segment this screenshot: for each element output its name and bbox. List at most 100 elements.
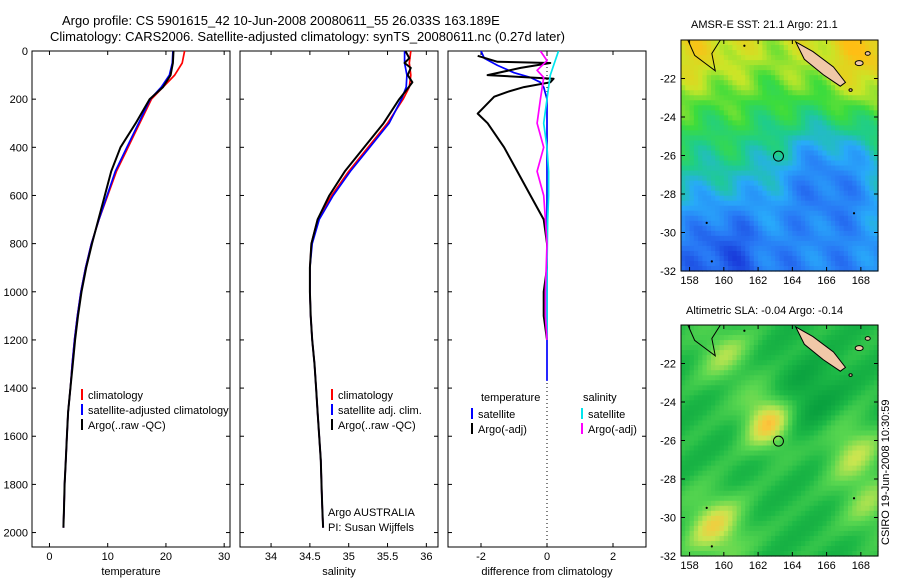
map-cell (710, 515, 716, 522)
map-cell (770, 55, 776, 61)
map-cell (736, 355, 742, 361)
map-cell (710, 535, 716, 542)
map-cell (792, 140, 798, 147)
map-cell (758, 385, 763, 391)
map-cell (805, 220, 811, 227)
map-cell (848, 215, 853, 222)
argo-float-marker (772, 435, 784, 447)
map-cell (736, 510, 742, 517)
map-cell (745, 200, 751, 207)
map-cell (869, 240, 875, 247)
map-cell (698, 255, 704, 262)
map-cell (860, 55, 866, 61)
x-tick-label: -2 (476, 551, 486, 563)
map-cell (835, 95, 841, 101)
map-cell (822, 475, 828, 482)
map-cell (706, 175, 712, 182)
map-cell (702, 420, 708, 427)
map-cell (719, 45, 725, 51)
map-cell (693, 500, 699, 507)
map-cell (792, 165, 798, 172)
map-cell (805, 175, 811, 182)
map-cell (800, 150, 806, 157)
map-cell (681, 435, 686, 442)
map-cell (758, 360, 763, 366)
map-cell (775, 425, 781, 432)
map-cell (869, 505, 875, 512)
map-cell (873, 215, 879, 222)
map-cell (770, 390, 776, 396)
map-cell (809, 165, 815, 172)
map-cell (728, 355, 733, 361)
map-cell (710, 135, 716, 142)
map-cell (758, 345, 763, 351)
map-cell (719, 210, 725, 217)
map-cell (745, 390, 751, 396)
map-cell (740, 110, 746, 116)
map-cell (788, 520, 793, 527)
map-cell (805, 490, 811, 497)
map-cell (775, 40, 781, 46)
map-cell (685, 460, 691, 467)
map-cell (702, 50, 708, 56)
map-cell (728, 345, 733, 351)
map-cell (749, 495, 755, 502)
map-cell (852, 240, 858, 247)
map-cell (715, 480, 721, 487)
map-cell (856, 155, 862, 162)
map-cell (848, 55, 853, 61)
map-cell (839, 410, 845, 416)
map-cell (736, 140, 742, 147)
map-cell (740, 245, 746, 252)
map-cell (685, 155, 691, 162)
map-cell (779, 515, 785, 522)
map-cell (848, 490, 853, 497)
map-cell (710, 75, 716, 81)
map-cell (830, 385, 836, 391)
map-cell (719, 515, 725, 522)
map-cell (860, 200, 866, 207)
map-cell (753, 235, 759, 242)
map-cell (865, 330, 871, 336)
map-cell (779, 220, 785, 227)
map-cell (869, 45, 875, 51)
map-cell (758, 525, 763, 532)
map-cell (818, 265, 823, 272)
map-cell (852, 75, 858, 81)
map-cell (873, 250, 879, 257)
map-cell (818, 490, 823, 497)
map-cell (681, 495, 686, 502)
map-cell (693, 455, 699, 462)
map-cell (800, 370, 806, 376)
map-cell (843, 395, 849, 401)
map-cell (693, 95, 699, 101)
map-cell (775, 215, 781, 222)
map-cell (706, 140, 712, 147)
map-cell (762, 105, 768, 111)
map-cell (852, 155, 858, 162)
map-cell (728, 190, 733, 197)
map-cell (689, 525, 695, 532)
map-cell (805, 70, 811, 76)
map-cell (723, 235, 729, 242)
map-cell (693, 405, 699, 411)
x-tick-label: 160 (715, 275, 733, 287)
map-cell (830, 420, 836, 427)
map-cell (685, 490, 691, 497)
map-cell (749, 225, 755, 232)
map-cell (860, 40, 866, 46)
map-cell (723, 215, 729, 222)
map-cell (865, 100, 871, 106)
x-tick-label: 166 (817, 560, 835, 572)
island-pines (848, 88, 853, 92)
map-cell (860, 500, 866, 507)
map-cell (740, 500, 746, 507)
map-cell (689, 140, 695, 147)
map-cell (753, 120, 759, 126)
map-cell (813, 70, 819, 76)
map-cell (839, 420, 845, 427)
map-cell (796, 90, 802, 96)
map-cell (723, 100, 729, 106)
map-cell (766, 100, 772, 106)
map-cell (775, 155, 781, 162)
